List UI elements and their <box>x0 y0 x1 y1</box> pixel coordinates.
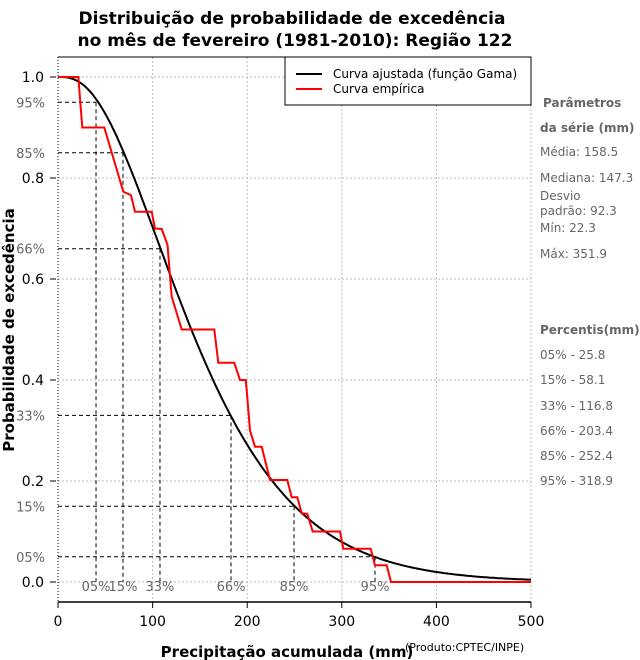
chart-title-line-1: Distribuição de probabilidade de excedên… <box>79 9 506 29</box>
y-percent-label: 15% <box>16 500 45 515</box>
percentil-33: 33% - 116.8 <box>540 399 613 413</box>
stat-desvio-2: padrão: 92.3 <box>540 204 617 218</box>
percentil-95: 95% - 318.9 <box>540 474 613 488</box>
legend-label-empirical: Curva empírica <box>333 82 424 96</box>
y-percent-label: 85% <box>16 147 45 162</box>
y-tick-label: 0.0 <box>22 575 44 591</box>
params-title-1: Parâmetros <box>543 96 622 110</box>
stat-max: Máx: 351.9 <box>540 247 608 261</box>
x-percent-label: 15% <box>109 580 138 595</box>
x-percent-label: 33% <box>146 580 175 595</box>
x-tick-label: 500 <box>518 614 545 630</box>
chart-title-line-2: no mês de fevereiro (1981-2010): Região … <box>78 31 513 51</box>
params-title-2: da série (mm) <box>540 121 635 135</box>
y-tick-label: 0.4 <box>22 373 44 389</box>
y-tick-label: 0.6 <box>22 272 44 288</box>
x-tick-label: 300 <box>328 614 355 630</box>
x-tick-label: 0 <box>54 614 63 630</box>
y-tick-label: 0.8 <box>22 171 44 187</box>
percentil-66: 66% - 203.4 <box>540 424 613 438</box>
x-percent-label: 85% <box>280 580 309 595</box>
x-tick-label: 400 <box>423 614 450 630</box>
y-percent-label: 95% <box>16 96 45 111</box>
legend: Curva ajustada (função Gama) Curva empír… <box>284 56 532 106</box>
legend-label-fitted: Curva ajustada (função Gama) <box>333 67 517 81</box>
stat-media: Média: 158.5 <box>540 145 619 159</box>
percentil-85: 85% - 252.4 <box>540 449 613 463</box>
stat-mediana: Mediana: 147.3 <box>540 171 634 185</box>
y-percent-label: 66% <box>16 243 45 258</box>
fitted-gamma-curve <box>58 76 532 581</box>
y-tick-label: 0.2 <box>22 474 44 490</box>
product-credit: (Produto:CPTEC/INPE) <box>405 641 524 654</box>
x-axis-label: Precipitação acumulada (mm) <box>161 643 414 660</box>
percentil-15: 15% - 58.1 <box>540 373 606 387</box>
x-tick-label: 200 <box>234 614 261 630</box>
percentil-05: 05% - 25.8 <box>540 348 606 362</box>
empirical-curve <box>58 76 531 583</box>
stat-min: Mín: 22.3 <box>540 221 596 235</box>
x-percent-label: 95% <box>361 580 390 595</box>
y-axis-label: Probabilidade de excedência <box>0 208 18 452</box>
y-percent-label: 33% <box>16 409 45 424</box>
x-tick-label: 100 <box>139 614 166 630</box>
y-percent-label: 05% <box>16 551 45 566</box>
x-percent-label: 66% <box>217 580 246 595</box>
percentis-title: Percentis(mm) <box>540 323 640 337</box>
x-percent-label: 05% <box>82 580 111 595</box>
stat-desvio-1: Desvio <box>540 189 581 203</box>
y-tick-label: 1.0 <box>22 70 44 86</box>
legend-box <box>284 56 532 106</box>
